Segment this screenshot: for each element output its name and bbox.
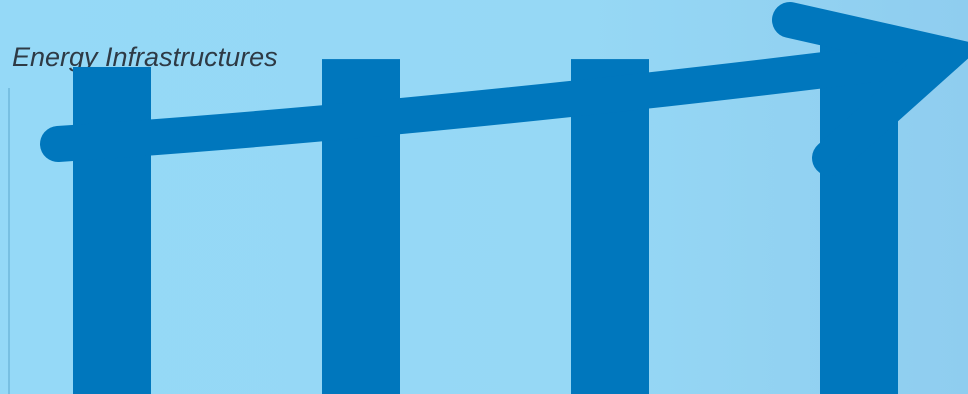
- trend-arrow-shaft: [40, 37, 963, 162]
- bar-1: [73, 66, 151, 394]
- trend-arrow-head: [772, 2, 968, 176]
